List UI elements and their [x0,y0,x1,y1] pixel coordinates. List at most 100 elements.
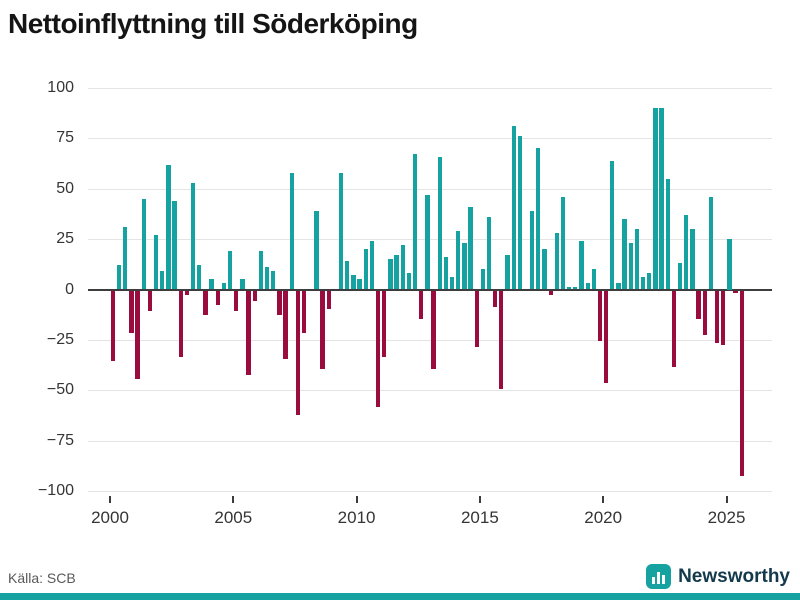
gridline [88,390,772,392]
bar-2023q1 [677,263,683,290]
bar-2001q1 [135,290,140,380]
source-note: Källa: SCB [8,570,76,586]
bar-2022q3 [665,178,670,290]
gridline [88,491,772,492]
bar-2017q2 [536,148,541,290]
bar-2017q4 [548,290,553,295]
bar-2004q2 [215,290,220,305]
bar-2019q1 [579,241,584,290]
gridline [88,138,772,140]
y-axis-label: 50 [56,179,74,197]
bar-2013q1 [431,290,436,370]
bar-2018q1 [554,233,559,290]
bar-2024q3 [714,290,720,343]
bar-2014q2 [462,243,467,290]
bar-2005q2 [240,279,245,290]
bar-2003q2 [190,182,196,290]
bar-2002q1 [160,271,165,290]
bar-2013q3 [443,257,448,290]
bar-2021q1 [628,243,633,290]
bar-2015q3 [493,290,498,307]
bar-2020q3 [616,283,621,290]
bar-2019q4 [597,290,603,341]
bar-2014q4 [474,290,479,347]
y-axis-label: 100 [47,79,74,96]
bar-2020q4 [622,218,627,290]
bar-2000q1 [110,290,116,362]
x-axis-label: 2010 [337,508,376,527]
bar-2008q4 [326,290,331,309]
bar-2013q2 [437,156,442,290]
newsworthy-logo: Newsworthy [646,564,790,589]
bar-2000q3 [123,227,128,290]
bar-2011q4 [400,245,405,290]
bar-2002q3 [172,200,177,290]
bar-2017q1 [530,210,535,290]
bar-2007q2 [289,172,294,290]
y-axis-label: −50 [46,381,74,399]
bar-2012q1 [406,273,412,290]
bar-2012q2 [412,154,418,290]
x-axis-label: 2015 [460,508,499,527]
bar-2014q3 [468,206,473,290]
gridline [88,339,772,341]
bar-2009q3 [345,261,350,290]
y-axis-label: 25 [56,230,74,248]
brand-stripe [0,593,800,600]
bar-2013q4 [449,277,455,290]
logo-bar-icon [662,575,666,584]
bar-2011q3 [394,255,399,290]
bar-2021q2 [634,229,640,290]
bar-2016q1 [505,255,510,290]
bar-2011q2 [388,259,393,290]
bar-2004q4 [227,251,233,290]
bar-2003q3 [197,265,202,290]
bar-2022q1 [653,108,658,290]
bar-2001q3 [147,290,153,311]
y-axis-label: 0 [65,280,74,298]
bar-2022q2 [659,108,664,290]
logo-bar-icon [657,572,661,584]
x-axis-tick [232,496,235,503]
bar-2002q2 [166,164,171,290]
bar-2005q3 [246,290,251,376]
bar-2015q4 [499,290,504,390]
bar-2004q3 [221,283,227,290]
gridline [88,188,772,190]
bar-2006q1 [258,251,264,290]
gridline [88,88,772,89]
bar-2023q3 [690,229,695,290]
bar-2009q4 [351,275,356,290]
page-title: Nettoinflyttning till Söderköping [8,8,418,39]
bar-2025q2 [733,290,738,293]
bar-2018q2 [560,196,566,290]
bar-2024q1 [702,290,707,335]
bar-2010q3 [369,241,375,290]
bar-2010q1 [357,279,362,290]
bar-2018q4 [573,287,578,290]
bar-2023q2 [684,214,689,290]
y-axis-label: −25 [46,330,74,348]
x-axis-tick [355,496,358,503]
bar-2021q3 [640,277,646,290]
bar-2017q3 [542,249,547,290]
x-axis-tick [109,496,111,503]
x-axis-tick [478,496,481,503]
bar-2016q2 [511,126,516,290]
bar-2025q1 [727,239,732,290]
logo-bar-icon [652,577,656,584]
bar-2003q4 [203,290,208,315]
y-axis-label: 75 [56,129,74,147]
bar-2012q3 [419,290,424,319]
bar-2014q1 [456,231,461,290]
bar-2012q4 [425,194,430,290]
bar-2001q4 [153,235,159,290]
bar-2019q3 [591,269,596,290]
bar-2010q2 [363,249,368,290]
y-axis-label: −100 [37,482,74,499]
bar-2007q1 [283,290,288,359]
bar-2008q3 [320,290,325,370]
bar-2025q3 [739,290,744,476]
x-axis-label: 2025 [707,508,746,527]
